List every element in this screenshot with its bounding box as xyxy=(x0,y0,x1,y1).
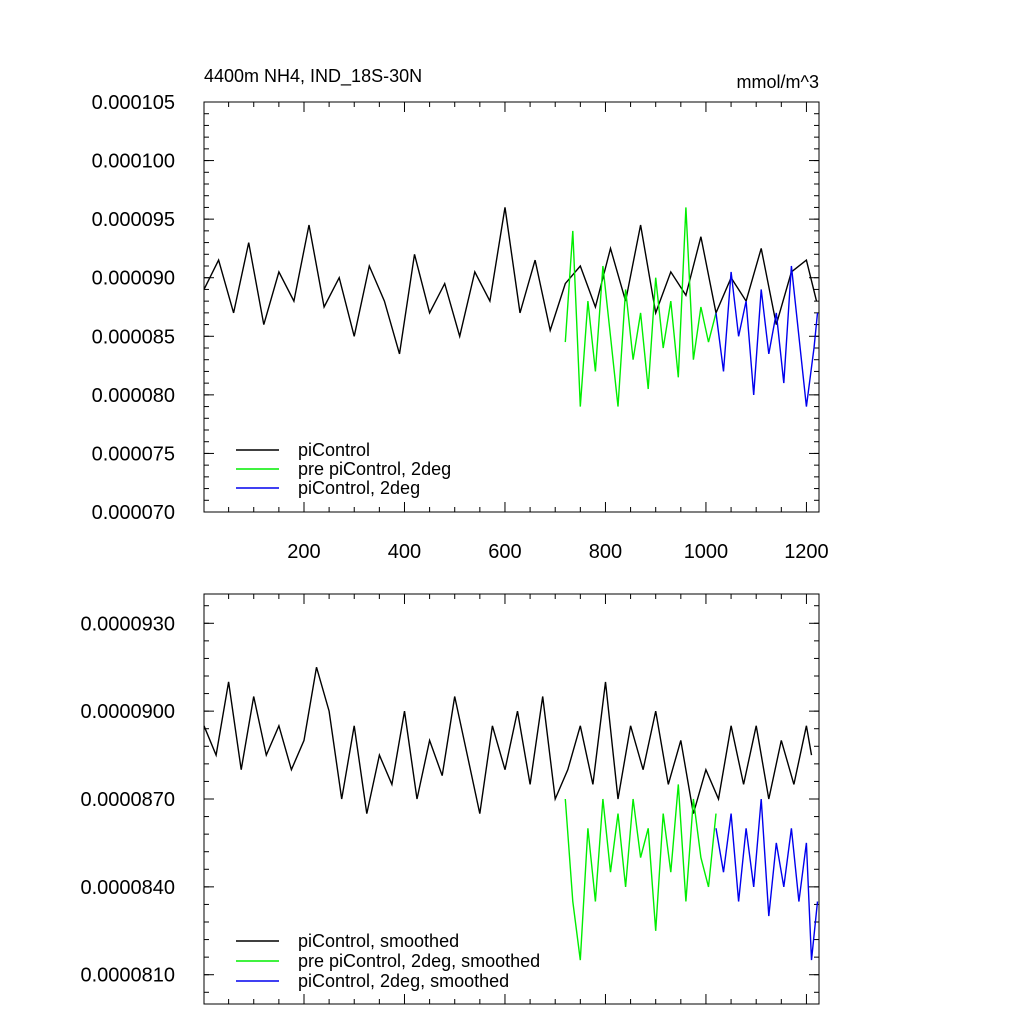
series-line-2 xyxy=(564,207,717,407)
x-tick-label: 1200 xyxy=(784,541,829,563)
top-panel: 4400m NH4, IND_18S-30N mmol/m^3 200 400 60… xyxy=(92,66,829,563)
legend-label: piControl, 2deg xyxy=(298,478,420,498)
x-tick-label: 1000 xyxy=(684,541,729,563)
series-line-3 xyxy=(715,798,819,961)
y-tick-label: 0.000090 xyxy=(92,268,175,290)
series-line-1 xyxy=(203,207,818,355)
legend-label: pre piControl, 2deg xyxy=(298,459,451,479)
y-tick-label: 0.000080 xyxy=(92,385,175,407)
series-line-2 xyxy=(564,784,717,961)
plot-frame xyxy=(203,593,820,1005)
y-tick-label: 0.0000840 xyxy=(80,877,175,899)
x-tick-label: 400 xyxy=(388,541,421,563)
legend-label: piControl xyxy=(298,440,370,460)
legend-label: piControl, smoothed xyxy=(298,931,459,951)
y-tick-label: 0.000070 xyxy=(92,502,175,524)
series-line-3 xyxy=(715,265,819,407)
x-tick-label: 600 xyxy=(488,541,521,563)
y-tick-label: 0.0000930 xyxy=(80,613,175,635)
chart-title: 4400m NH4, IND_18S-30N xyxy=(204,66,422,87)
y-tick-label: 0.000105 xyxy=(92,92,175,114)
y-tick-label: 0.000075 xyxy=(92,443,175,465)
y-tick-label: 0.000100 xyxy=(92,151,175,173)
y-tick-label: 0.0000870 xyxy=(80,789,175,811)
units-label: mmol/m^3 xyxy=(737,72,819,92)
y-tick-label: 0.000085 xyxy=(92,326,175,348)
legend-label: pre piControl, 2deg, smoothed xyxy=(298,951,540,971)
plot-frame xyxy=(203,101,820,513)
x-tick-label: 200 xyxy=(287,541,320,563)
y-tick-label: 0.0000900 xyxy=(80,701,175,723)
y-tick-label: 0.0000810 xyxy=(80,965,175,987)
bottom-panel: 0.0000810 0.0000840 0.0000870 0.0000900 0.00… xyxy=(80,593,820,1005)
legend-label: piControl, 2deg, smoothed xyxy=(298,971,509,991)
x-tick-label: 800 xyxy=(589,541,622,563)
y-tick-label: 0.000095 xyxy=(92,209,175,231)
series-line-1 xyxy=(203,667,813,814)
